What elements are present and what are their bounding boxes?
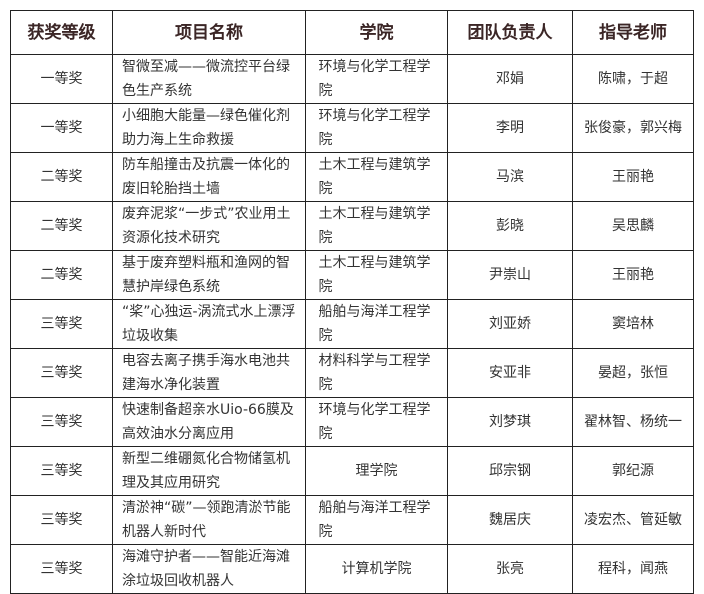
table-row: 三等奖 “桨”心独运-涡流式水上漂浮垃圾收集 船舶与海洋工程学院 刘亚娇 窦培林: [10, 299, 694, 349]
advisor-cell: 凌宏杰、管延敏: [572, 495, 694, 545]
table-row: 一等奖 小细胞大能量—绿色催化剂助力海上生命救援 环境与化学工程学院 李明 张俊豪，郭兴…: [10, 103, 694, 153]
award-cell: 一等奖: [10, 103, 113, 153]
project-name: 清淤神“碳”—领跑清淤节能机器人新时代: [122, 500, 291, 540]
project-cell: 清淤神“碳”—领跑清淤节能机器人新时代: [112, 495, 306, 545]
project-cell: 防车船撞击及抗震一体化的废旧轮胎挡土墙: [112, 152, 306, 202]
award-cell: 三等奖: [10, 348, 113, 398]
project-cell: “桨”心独运-涡流式水上漂浮垃圾收集: [112, 299, 306, 349]
advisor-cell: 翟林智、杨统一: [572, 397, 694, 447]
college-cell: 土木工程与建筑学院: [305, 152, 448, 202]
table-row: 三等奖 电容去离子携手海水电池共建海水净化装置 材料科学与工程学院 安亚非 晏超，张恒: [10, 348, 694, 398]
table-row: 一等奖 智微至减——微流控平台绿色生产系统 环境与化学工程学院 邓娟 陈啸，于超: [10, 54, 694, 104]
leader-cell: 李明: [447, 103, 573, 153]
award-cell: 三等奖: [10, 397, 113, 447]
award-cell: 三等奖: [10, 495, 113, 545]
advisor-cell: 王丽艳: [572, 250, 694, 300]
project-cell: 快速制备超亲水Uio-66膜及高效油水分离应用: [112, 397, 306, 447]
table-row: 三等奖 新型二维硼氮化合物储氢机理及其应用研究 理学院 邱宗钢 郭纪源: [10, 446, 694, 496]
award-cell: 三等奖: [10, 446, 113, 496]
award-cell: 二等奖: [10, 250, 113, 300]
college-cell: 环境与化学工程学院: [305, 54, 448, 104]
project-name: 智微至减——微流控平台绿色生产系统: [122, 59, 290, 99]
advisor-cell: 郭纪源: [572, 446, 694, 496]
advisor-cell: 吴思麟: [572, 201, 694, 251]
header-row: 获奖等级 项目名称 学院 团队负责人 指导老师: [10, 10, 694, 55]
leader-cell: 魏居庆: [447, 495, 573, 545]
college-name: 船舶与海洋工程学院: [318, 500, 431, 540]
college-cell: 材料科学与工程学院: [305, 348, 448, 398]
project-name: 小细胞大能量—绿色催化剂助力海上生命救援: [122, 108, 290, 148]
awards-table: 获奖等级 项目名称 学院 团队负责人 指导老师 一等奖 智微至减——微流控平台绿色…: [10, 10, 694, 594]
header-award: 获奖等级: [10, 10, 113, 55]
college-name: 土木工程与建筑学院: [318, 206, 431, 246]
project-name: 海滩守护者——智能近海滩涂垃圾回收机器人: [122, 549, 290, 589]
table-row: 三等奖 海滩守护者——智能近海滩涂垃圾回收机器人 计算机学院 张亮 程科，闻燕: [10, 544, 694, 594]
advisor-cell: 张俊豪，郭兴梅: [572, 103, 694, 153]
table-row: 三等奖 清淤神“碳”—领跑清淤节能机器人新时代 船舶与海洋工程学院 魏居庆 凌宏杰、管延…: [10, 495, 694, 545]
award-cell: 二等奖: [10, 201, 113, 251]
leader-cell: 尹崇山: [447, 250, 573, 300]
advisor-cell: 晏超，张恒: [572, 348, 694, 398]
college-cell: 理学院: [305, 446, 448, 496]
table-row: 二等奖 防车船撞击及抗震一体化的废旧轮胎挡土墙 土木工程与建筑学院 马滨 王丽艳: [10, 152, 694, 202]
leader-cell: 马滨: [447, 152, 573, 202]
award-cell: 三等奖: [10, 544, 113, 594]
project-cell: 电容去离子携手海水电池共建海水净化装置: [112, 348, 306, 398]
college-cell: 土木工程与建筑学院: [305, 201, 448, 251]
leader-cell: 刘亚娇: [447, 299, 573, 349]
project-name: 基于废弃塑料瓶和渔网的智慧护岸绿色系统: [122, 255, 290, 295]
award-cell: 一等奖: [10, 54, 113, 104]
college-cell: 土木工程与建筑学院: [305, 250, 448, 300]
project-name: “桨”心独运-涡流式水上漂浮垃圾收集: [122, 304, 296, 344]
advisor-cell: 王丽艳: [572, 152, 694, 202]
college-name: 计算机学院: [341, 561, 412, 577]
college-name: 材料科学与工程学院: [318, 353, 431, 393]
leader-cell: 张亮: [447, 544, 573, 594]
project-name: 电容去离子携手海水电池共建海水净化装置: [122, 353, 290, 393]
project-name: 防车船撞击及抗震一体化的废旧轮胎挡土墙: [122, 157, 290, 197]
college-name: 船舶与海洋工程学院: [318, 304, 431, 344]
college-name: 环境与化学工程学院: [318, 108, 431, 148]
college-name: 土木工程与建筑学院: [318, 255, 431, 295]
leader-cell: 彭晓: [447, 201, 573, 251]
header-college: 学院: [305, 10, 448, 55]
college-cell: 船舶与海洋工程学院: [305, 299, 448, 349]
header-leader: 团队负责人: [447, 10, 573, 55]
table-row: 二等奖 废弃泥浆“一步式”农业用土资源化技术研究 土木工程与建筑学院 彭晓 吴思麟: [10, 201, 694, 251]
project-cell: 小细胞大能量—绿色催化剂助力海上生命救援: [112, 103, 306, 153]
project-cell: 基于废弃塑料瓶和渔网的智慧护岸绿色系统: [112, 250, 306, 300]
college-cell: 船舶与海洋工程学院: [305, 495, 448, 545]
leader-cell: 安亚非: [447, 348, 573, 398]
leader-cell: 邓娟: [447, 54, 573, 104]
advisor-cell: 陈啸，于超: [572, 54, 694, 104]
project-cell: 智微至减——微流控平台绿色生产系统: [112, 54, 306, 104]
project-name: 快速制备超亲水Uio-66膜及高效油水分离应用: [122, 402, 294, 442]
college-cell: 计算机学院: [305, 544, 448, 594]
table-row: 二等奖 基于废弃塑料瓶和渔网的智慧护岸绿色系统 土木工程与建筑学院 尹崇山 王丽艳: [10, 250, 694, 300]
award-cell: 二等奖: [10, 152, 113, 202]
project-name: 废弃泥浆“一步式”农业用土资源化技术研究: [122, 206, 291, 246]
project-cell: 废弃泥浆“一步式”农业用土资源化技术研究: [112, 201, 306, 251]
header-project: 项目名称: [112, 10, 306, 55]
advisor-cell: 窦培林: [572, 299, 694, 349]
college-name: 环境与化学工程学院: [318, 59, 431, 99]
header-advisor: 指导老师: [572, 10, 694, 55]
project-name: 新型二维硼氮化合物储氢机理及其应用研究: [122, 451, 290, 491]
leader-cell: 刘梦琪: [447, 397, 573, 447]
project-cell: 海滩守护者——智能近海滩涂垃圾回收机器人: [112, 544, 306, 594]
college-name: 土木工程与建筑学院: [318, 157, 431, 197]
college-cell: 环境与化学工程学院: [305, 397, 448, 447]
college-name: 理学院: [355, 463, 398, 479]
advisor-cell: 程科，闻燕: [572, 544, 694, 594]
project-cell: 新型二维硼氮化合物储氢机理及其应用研究: [112, 446, 306, 496]
college-name: 环境与化学工程学院: [318, 402, 431, 442]
college-cell: 环境与化学工程学院: [305, 103, 448, 153]
leader-cell: 邱宗钢: [447, 446, 573, 496]
table-row: 三等奖 快速制备超亲水Uio-66膜及高效油水分离应用 环境与化学工程学院 刘梦琪 翟林…: [10, 397, 694, 447]
award-cell: 三等奖: [10, 299, 113, 349]
